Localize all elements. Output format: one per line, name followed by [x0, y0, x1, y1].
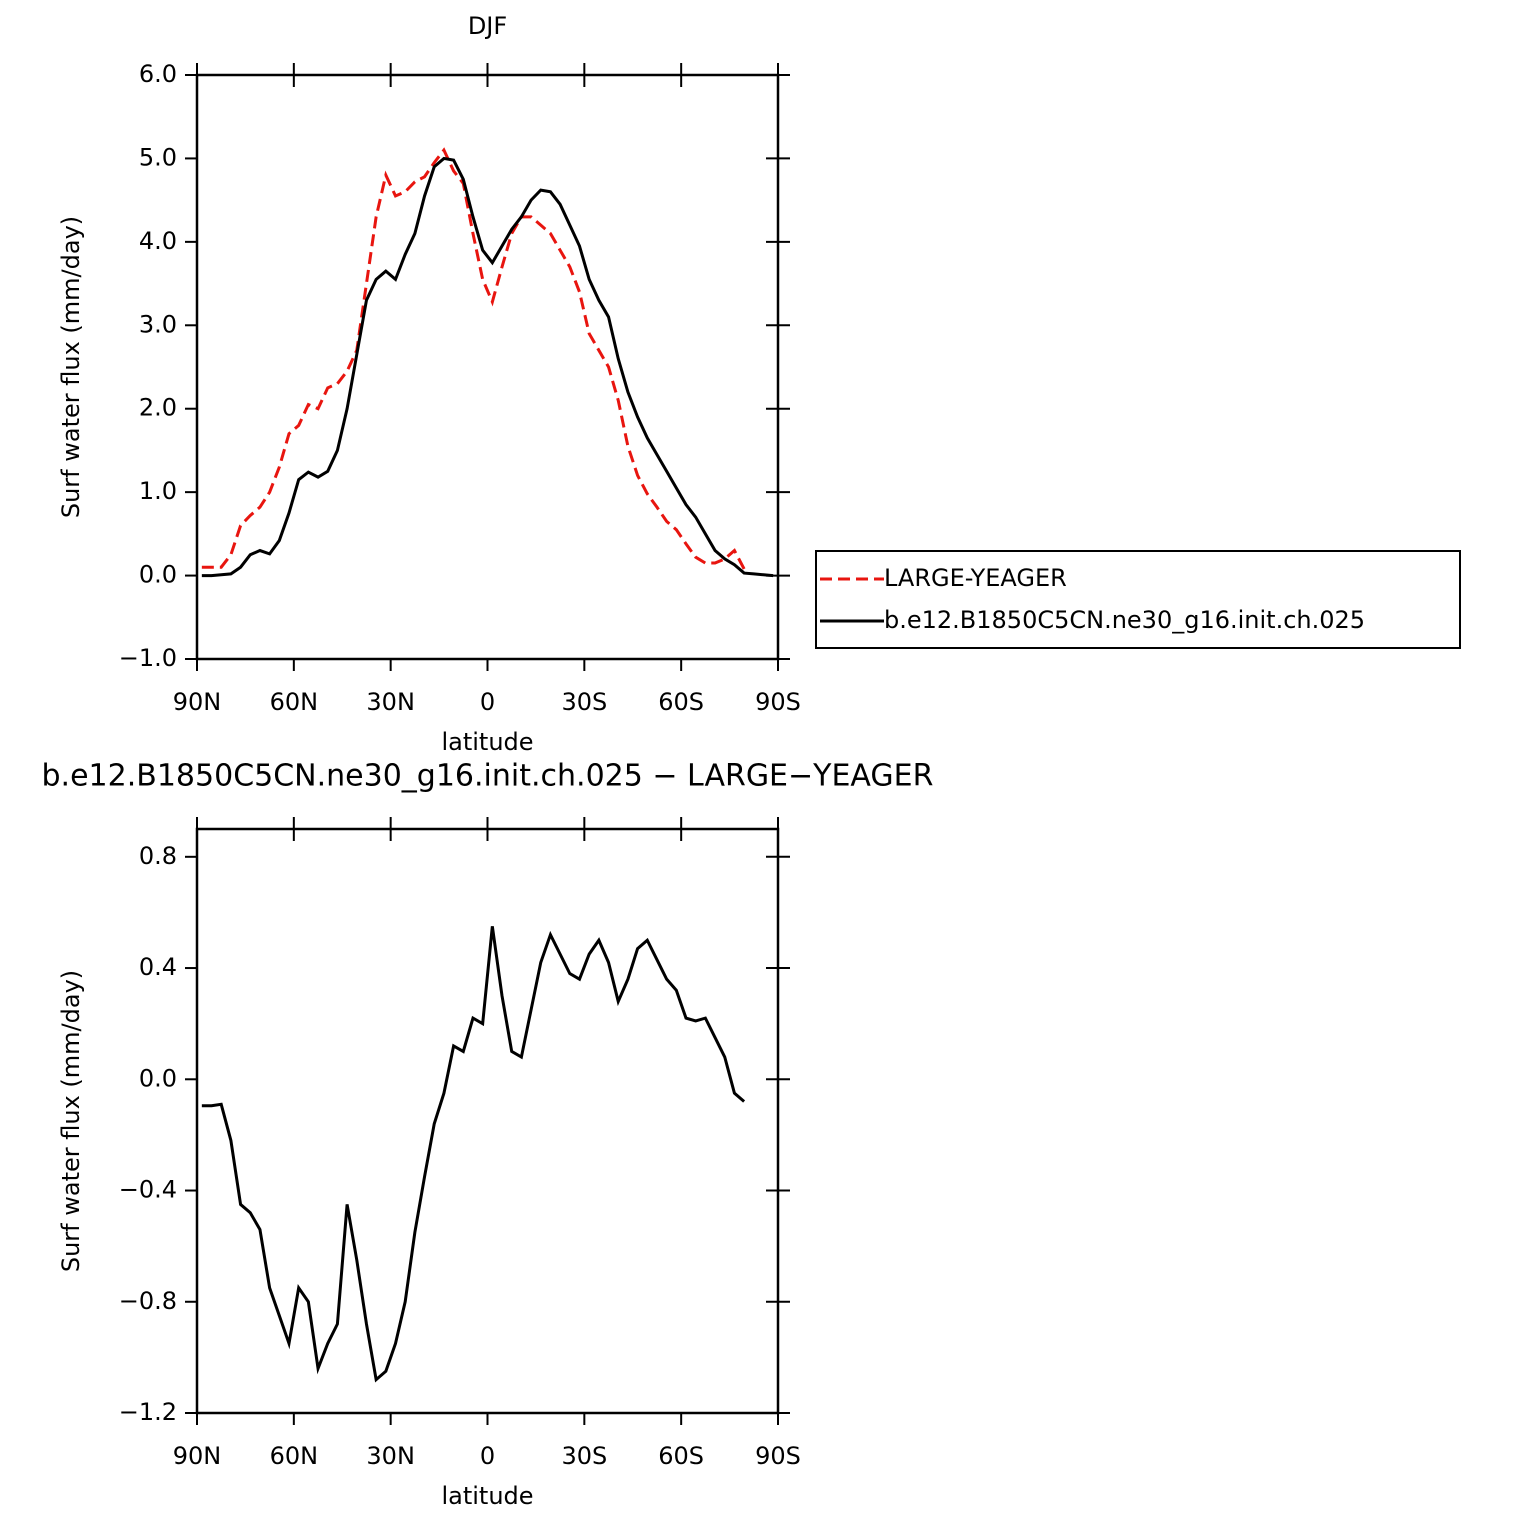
y-tick-label: −1.0 — [119, 644, 177, 672]
x-axis-label: latitude — [441, 728, 533, 756]
x-tick-label: 0 — [480, 1442, 495, 1470]
data-line — [201, 147, 746, 570]
plot-frame — [195, 827, 780, 1415]
legend-box — [815, 550, 1461, 649]
x-tick-label: 60S — [658, 1442, 704, 1470]
y-tick-label: 6.0 — [139, 60, 177, 88]
y-tick-label: 0.0 — [139, 1064, 177, 1092]
x-tick-label: 60N — [270, 688, 319, 716]
x-tick-label: 60S — [658, 688, 704, 716]
x-tick-label: 90S — [755, 1442, 801, 1470]
x-tick-label: 60N — [270, 1442, 319, 1470]
chart-title: DJF — [468, 12, 507, 40]
x-tick-label: 30S — [561, 1442, 607, 1470]
x-tick-label: 30N — [366, 688, 415, 716]
y-tick-label: 0.8 — [139, 842, 177, 870]
y-tick-label: 0.0 — [139, 561, 177, 589]
data-line — [201, 156, 774, 578]
chart-title: b.e12.B1850C5CN.ne30_g16.init.ch.025 − L… — [42, 759, 934, 794]
x-tick-label: 90N — [173, 688, 222, 716]
y-tick-label: 0.4 — [139, 953, 177, 981]
legend-label: LARGE-YEAGER — [884, 564, 1067, 592]
x-tick-label: 0 — [480, 688, 495, 716]
y-tick-label: −1.2 — [119, 1398, 177, 1426]
x-tick-label: 90S — [755, 688, 801, 716]
y-axis-label: Surf water flux (mm/day) — [57, 970, 85, 1272]
x-axis-label: latitude — [441, 1482, 533, 1510]
y-tick-label: −0.8 — [119, 1287, 177, 1315]
y-tick-label: 1.0 — [139, 477, 177, 505]
x-tick-label: 90N — [173, 1442, 222, 1470]
y-tick-label: 4.0 — [139, 227, 177, 255]
y-tick-label: 3.0 — [139, 310, 177, 338]
y-tick-label: −0.4 — [119, 1176, 177, 1204]
y-axis-label: Surf water flux (mm/day) — [57, 216, 85, 518]
legend-label: b.e12.B1850C5CN.ne30_g16.init.ch.025 — [884, 606, 1365, 634]
data-line — [201, 926, 746, 1383]
x-tick-label: 30S — [561, 688, 607, 716]
y-tick-label: 5.0 — [139, 143, 177, 171]
plot-frame — [195, 73, 780, 661]
x-tick-label: 30N — [366, 1442, 415, 1470]
y-tick-label: 2.0 — [139, 394, 177, 422]
